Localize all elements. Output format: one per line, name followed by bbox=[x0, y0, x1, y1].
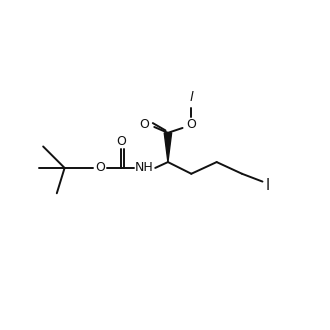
Text: NH: NH bbox=[135, 161, 154, 175]
Polygon shape bbox=[164, 133, 172, 162]
Text: O: O bbox=[140, 117, 149, 131]
Text: O: O bbox=[186, 117, 196, 131]
Text: O: O bbox=[95, 161, 105, 175]
Text: l: l bbox=[189, 91, 193, 104]
Text: O: O bbox=[116, 135, 126, 148]
Text: I: I bbox=[265, 178, 270, 193]
